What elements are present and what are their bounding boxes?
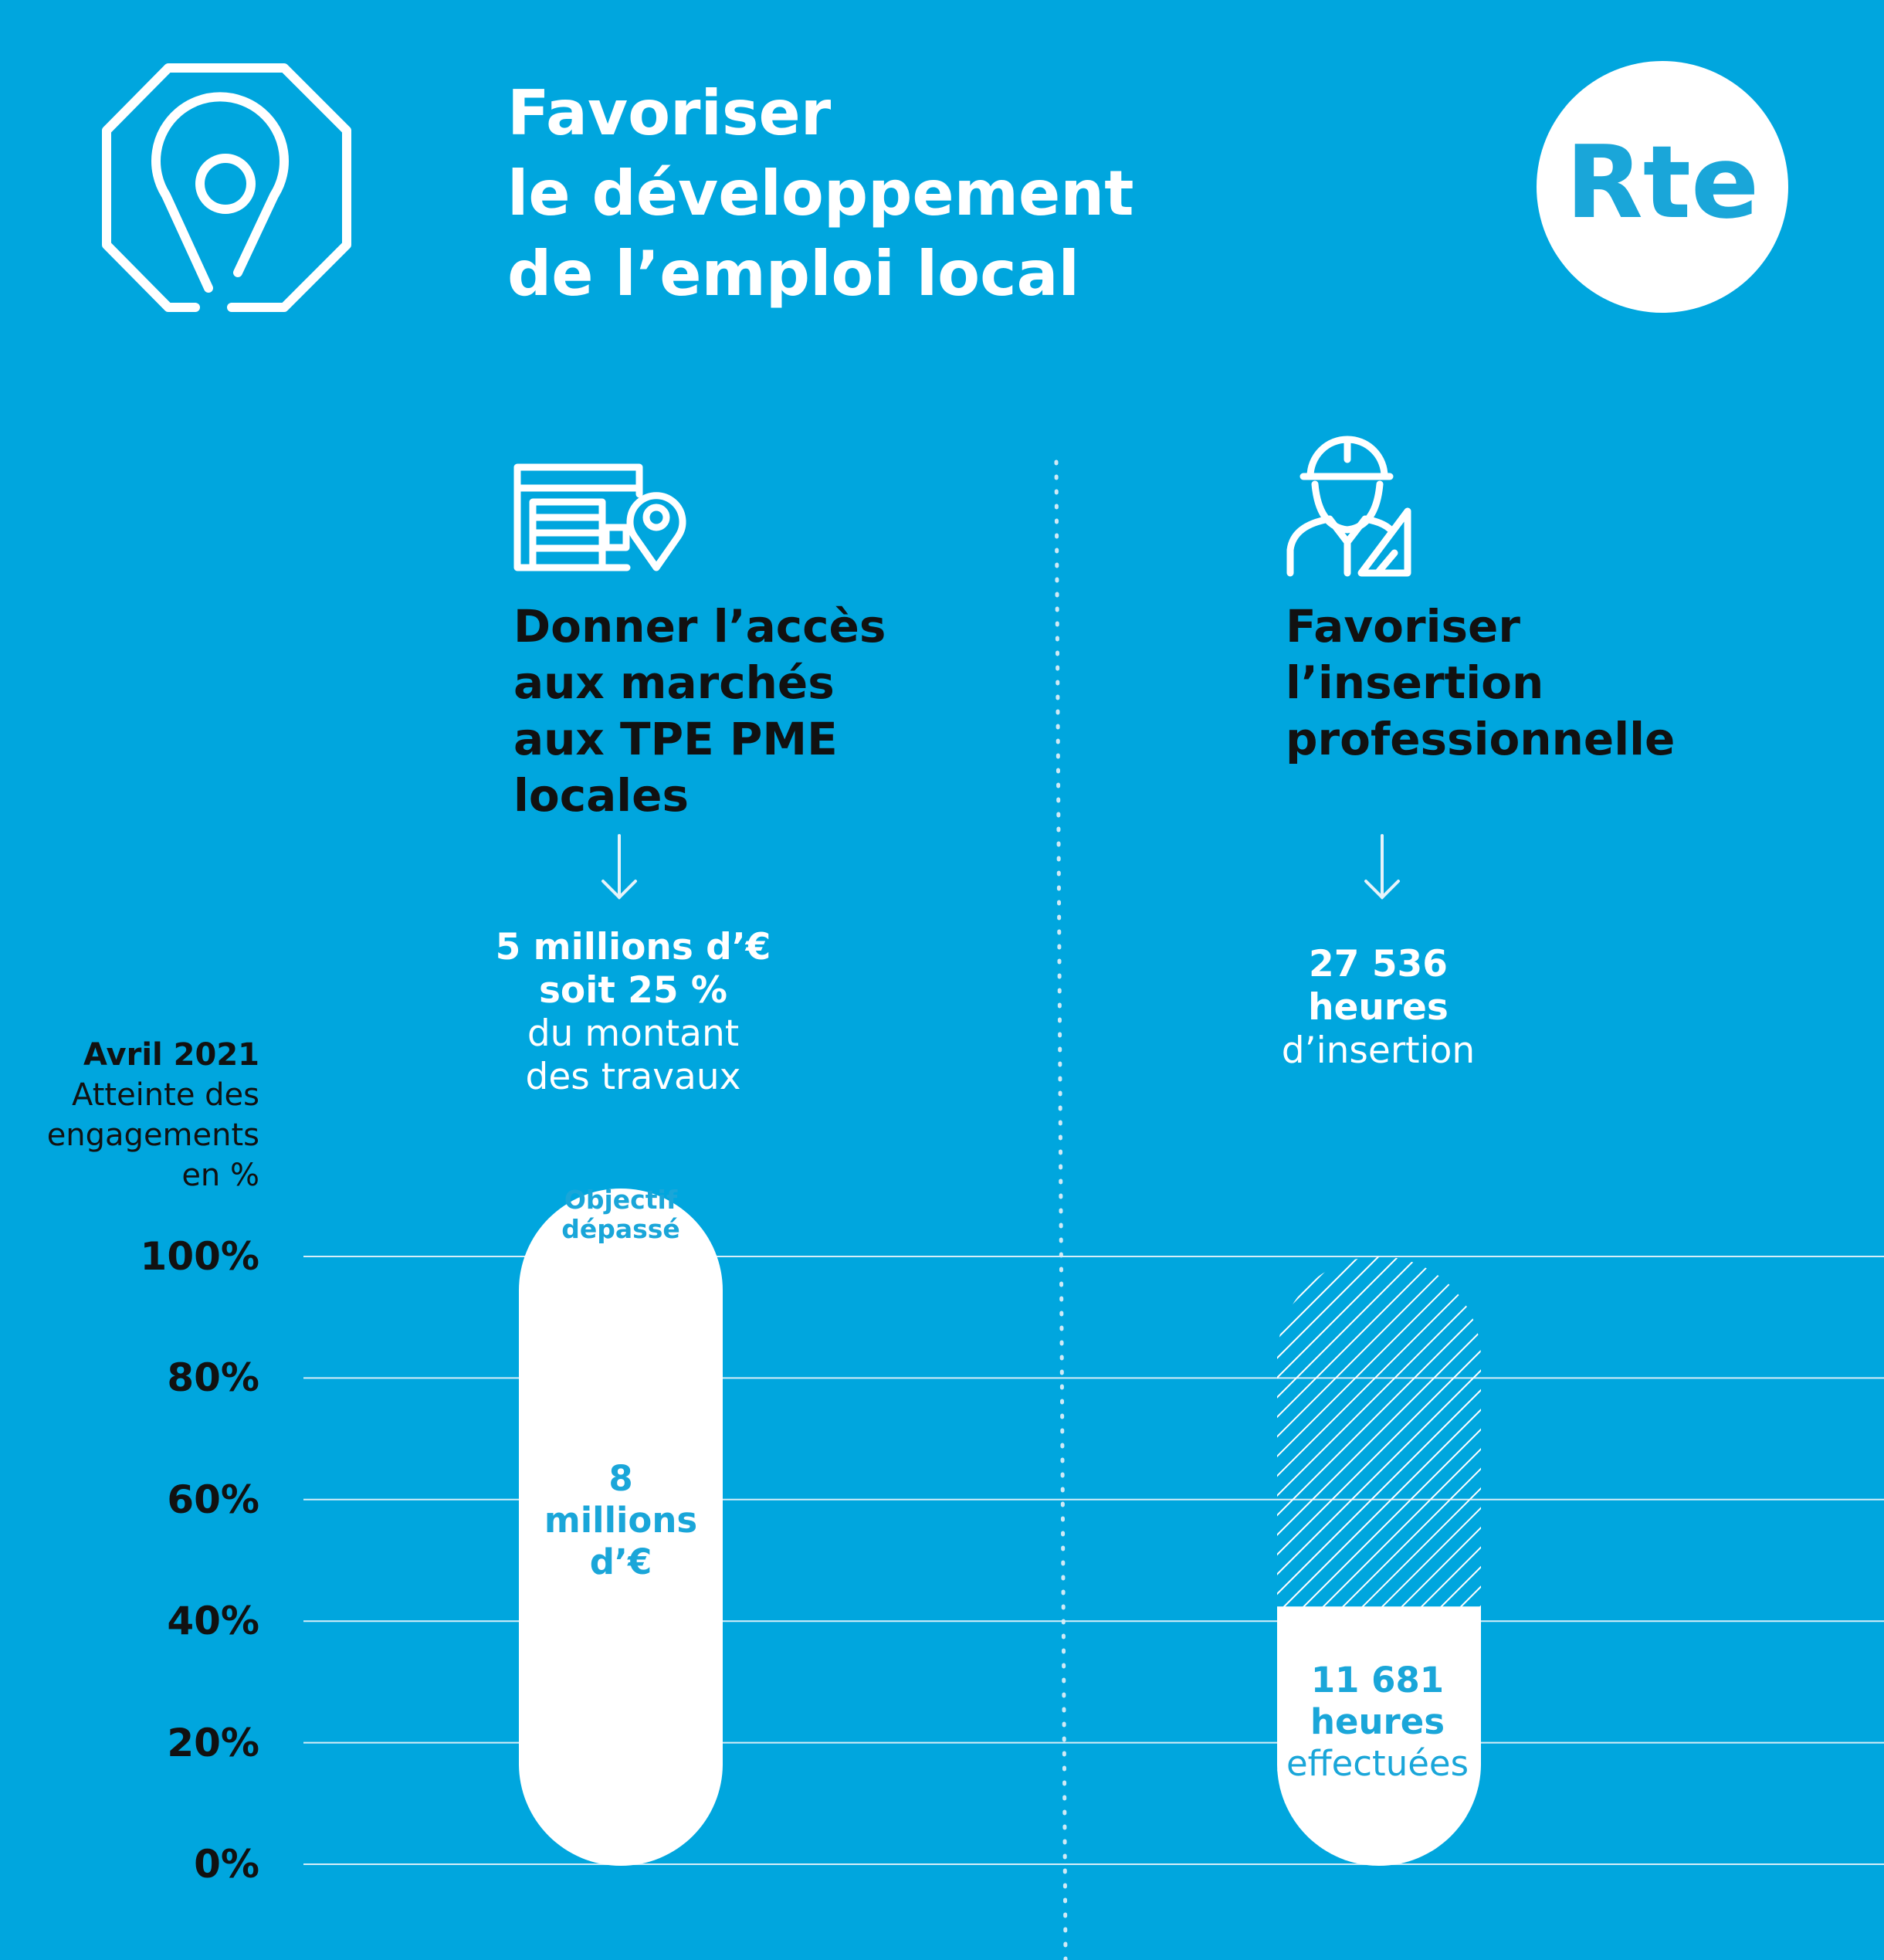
title-line: le développement xyxy=(507,158,1134,229)
bar-label-line: millions xyxy=(544,1500,698,1541)
heading-line: locales xyxy=(513,769,689,822)
rte-logo: Rte xyxy=(1537,61,1788,313)
heading-line: Donner l’accès xyxy=(513,600,886,653)
axis-heading-line: engagements xyxy=(46,1117,259,1153)
heading-line: aux marchés xyxy=(513,656,835,709)
stat-line: du montant xyxy=(527,1012,740,1055)
y-tick-label: 60% xyxy=(167,1477,259,1522)
left-column-stat: 5 millions d’€ soit 25 % du montant des … xyxy=(432,926,834,1099)
column-divider xyxy=(1054,459,1068,1960)
title-line: de l’emploi local xyxy=(507,238,1079,310)
stat-line: d’insertion xyxy=(1281,1029,1476,1072)
y-tick-label: 100% xyxy=(140,1234,259,1279)
page-title: Favoriser le développement de l’emploi l… xyxy=(507,73,1133,314)
arrow-down-icon xyxy=(1364,834,1400,900)
bar-label-line: 8 xyxy=(608,1458,633,1499)
title-line: Favoriser xyxy=(507,77,832,149)
stat-bold-line: heures xyxy=(1308,986,1449,1029)
bar-top-label: Objectif dépassé xyxy=(519,1185,723,1244)
stat-bold-line: 5 millions d’€ xyxy=(495,926,771,968)
rte-logo-text: Rte xyxy=(1565,124,1760,241)
arrow-down-icon xyxy=(601,834,637,900)
y-tick-label: 40% xyxy=(167,1599,259,1644)
bar-label-line: d’€ xyxy=(589,1541,652,1582)
stat-bold-line: 27 536 xyxy=(1309,943,1448,985)
left-column-heading: Donner l’accès aux marchés aux TPE PME l… xyxy=(513,599,886,824)
bar-label: 8 millions d’€ xyxy=(519,1458,723,1583)
stat-line: des travaux xyxy=(525,1056,741,1098)
bar xyxy=(519,1189,723,1866)
building-location-icon xyxy=(513,463,686,571)
heading-line: Favoriser xyxy=(1286,600,1520,653)
bar-label: 11 681 heures effectuées xyxy=(1276,1660,1479,1785)
bar xyxy=(1277,1606,1481,1866)
axis-heading-line: Atteinte des xyxy=(72,1077,259,1113)
bars xyxy=(519,1189,1481,1866)
heading-line: aux TPE PME xyxy=(513,713,838,765)
axis-heading: Avril 2021 Atteinte des engagements en % xyxy=(47,1035,259,1195)
right-column-heading: Favoriser l’insertion professionnelle xyxy=(1286,599,1675,768)
stat-bold-line: soit 25 % xyxy=(538,969,728,1012)
construction-worker-icon xyxy=(1286,436,1411,577)
axis-heading-line: en % xyxy=(181,1158,259,1193)
map-pin-octagon-icon xyxy=(102,63,351,312)
bar-top-label-line: dépassé xyxy=(561,1214,680,1244)
bar-label-line: heures xyxy=(1310,1701,1445,1742)
y-tick-label: 0% xyxy=(194,1842,259,1887)
heading-line: professionnelle xyxy=(1286,713,1676,765)
bar-label-sub: effectuées xyxy=(1286,1743,1469,1784)
y-tick-label: 80% xyxy=(167,1355,259,1401)
heading-line: l’insertion xyxy=(1286,656,1544,709)
y-tick-label: 20% xyxy=(167,1720,259,1765)
right-column-stat: 27 536 heures d’insertion xyxy=(1205,943,1552,1073)
bar-label-line: 11 681 xyxy=(1310,1660,1445,1701)
bar-top-label-line: Objectif xyxy=(564,1185,678,1215)
axis-heading-date: Avril 2021 xyxy=(83,1037,259,1073)
